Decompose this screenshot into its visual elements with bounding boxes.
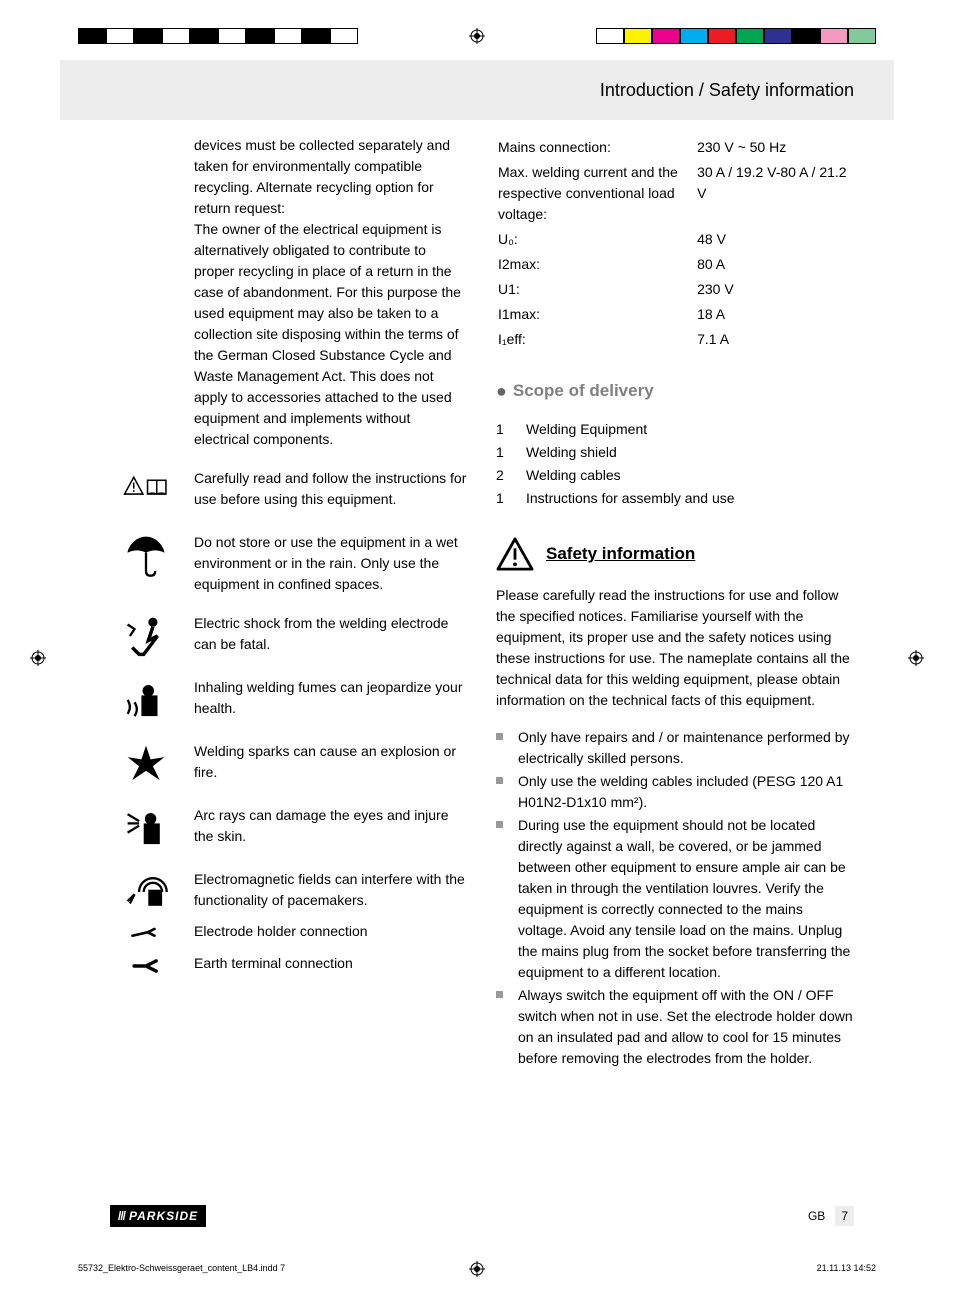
hazard-text: Electrode holder connection: [194, 921, 468, 942]
safety-bullet: Only use the welding cables included (PE…: [496, 771, 854, 813]
bullet-square-icon: [496, 821, 504, 983]
printer-bar-left: [78, 28, 358, 44]
bullet-square-icon: [496, 991, 504, 1069]
tech-label: Max. welding current and the respective …: [498, 162, 695, 227]
hazard-text: Electric shock from the welding electrod…: [194, 613, 468, 655]
tech-value: 230 V ~ 50 Hz: [697, 137, 852, 160]
hazard-row: Arc rays can damage the eyes and injure …: [110, 805, 468, 851]
bullet-text: Only have repairs and / or maintenance p…: [518, 727, 854, 769]
bullet-text: Only use the welding cables included (PE…: [518, 771, 854, 813]
safety-bullet: Always switch the equipment off with the…: [496, 985, 854, 1069]
scope-name: Welding Equipment: [526, 419, 647, 440]
tech-label: I₁eff:: [498, 329, 695, 352]
hazard-text: Carefully read and follow the instructio…: [194, 468, 468, 510]
tech-row: Mains connection:230 V ~ 50 Hz: [498, 137, 852, 160]
registration-mark-icon: [908, 650, 924, 666]
scope-name: Instructions for assembly and use: [526, 488, 735, 509]
hazard-row: Electrode holder connection: [110, 921, 468, 947]
tech-value: 18 A: [697, 304, 852, 327]
bullet-text: During use the equipment should not be l…: [518, 815, 854, 983]
bullet-square-icon: [496, 777, 504, 813]
scope-qty: 1: [496, 488, 510, 509]
print-slug: 55732_Elektro-Schweissgeraet_content_LB4…: [78, 1262, 876, 1276]
scope-qty: 2: [496, 465, 510, 486]
scope-qty: 1: [496, 419, 510, 440]
scope-item: 1 Welding shield: [496, 442, 854, 463]
hazard-text: Welding sparks can cause an explosion or…: [194, 741, 468, 783]
safety-bullet: Only have repairs and / or maintenance p…: [496, 727, 854, 769]
registration-mark-icon: [469, 28, 485, 44]
scope-name: Welding shield: [526, 442, 617, 463]
safety-heading: Safety information: [546, 541, 695, 567]
header-band: Introduction / Safety information: [60, 60, 894, 120]
scope-item: 2 Welding cables: [496, 465, 854, 486]
hazard-row: Electromagnetic fields can interfere wit…: [110, 869, 468, 915]
shock-icon: [110, 613, 182, 659]
hazard-row: Electric shock from the welding electrod…: [110, 613, 468, 659]
tech-row: U1:230 V: [498, 279, 852, 302]
fumes-icon: [110, 677, 182, 723]
hazard-text: Electromagnetic fields can interfere wit…: [194, 869, 468, 911]
tech-value: 48 V: [697, 229, 852, 252]
safety-heading-row: Safety information: [496, 537, 854, 571]
tech-value: 7.1 A: [697, 329, 852, 352]
tech-row: U₀:48 V: [498, 229, 852, 252]
safety-intro-paragraph: Please carefully read the instructions f…: [496, 585, 854, 711]
page-number: GB 7: [808, 1206, 854, 1226]
hazard-text: Arc rays can damage the eyes and injure …: [194, 805, 468, 847]
explosion-icon: [110, 741, 182, 787]
tech-label: U₀:: [498, 229, 695, 252]
tech-row: I1max:18 A: [498, 304, 852, 327]
tech-label: Mains connection:: [498, 137, 695, 160]
scope-qty: 1: [496, 442, 510, 463]
printer-bar-right: [596, 28, 876, 44]
scope-item: 1 Instructions for assembly and use: [496, 488, 854, 509]
page-title: Introduction / Safety information: [600, 77, 854, 104]
bullet-square-icon: [496, 733, 504, 769]
hazard-row: Do not store or use the equipment in a w…: [110, 532, 468, 595]
scope-name: Welding cables: [526, 465, 621, 486]
tech-label: I1max:: [498, 304, 695, 327]
warning-book-icon: [110, 468, 182, 514]
tech-value: 230 V: [697, 279, 852, 302]
safety-bullet-list: Only have repairs and / or maintenance p…: [496, 727, 854, 1069]
hazard-row: Earth terminal connection: [110, 953, 468, 979]
hazard-text: Do not store or use the equipment in a w…: [194, 532, 468, 595]
slug-date: 21.11.13 14:52: [817, 1262, 876, 1276]
registration-mark-icon: [30, 650, 46, 666]
intro-paragraph: devices must be collected separately and…: [194, 135, 468, 450]
scope-list: 1 Welding Equipment 1 Welding shield 2 Weldin…: [496, 419, 854, 509]
hazard-row: Welding sparks can cause an explosion or…: [110, 741, 468, 787]
footer: ///PARKSIDE GB 7: [110, 1205, 854, 1227]
scope-item: 1 Welding Equipment: [496, 419, 854, 440]
scope-heading: ●Scope of delivery: [496, 378, 854, 405]
hazard-row: Carefully read and follow the instructio…: [110, 468, 468, 514]
tech-value: 30 A / 19.2 V-80 A / 21.2 V: [697, 162, 852, 227]
technical-data-table: Mains connection:230 V ~ 50 HzMax. weldi…: [496, 135, 854, 354]
hazard-text: Earth terminal connection: [194, 953, 468, 974]
brand-logo: ///PARKSIDE: [110, 1205, 206, 1227]
umbrella-icon: [110, 532, 182, 578]
safety-bullet: During use the equipment should not be l…: [496, 815, 854, 983]
arc-eyes-icon: [110, 805, 182, 851]
tech-label: U1:: [498, 279, 695, 302]
tech-row: I2max:80 A: [498, 254, 852, 277]
right-column: Mains connection:230 V ~ 50 HzMax. weldi…: [496, 135, 854, 1185]
bullet-text: Always switch the equipment off with the…: [518, 985, 854, 1069]
tech-row: I₁eff:7.1 A: [498, 329, 852, 352]
tech-row: Max. welding current and the respective …: [498, 162, 852, 227]
warning-triangle-icon: [496, 537, 534, 571]
left-column: devices must be collected separately and…: [110, 135, 468, 1185]
emf-icon: [110, 869, 182, 915]
tech-value: 80 A: [697, 254, 852, 277]
hazard-text: Inhaling welding fumes can jeopardize yo…: [194, 677, 468, 719]
tech-label: I2max:: [498, 254, 695, 277]
slug-file: 55732_Elektro-Schweissgeraet_content_LB4…: [78, 1262, 285, 1276]
holder-icon: [110, 921, 182, 947]
clamp-icon: [110, 953, 182, 979]
hazard-row: Inhaling welding fumes can jeopardize yo…: [110, 677, 468, 723]
